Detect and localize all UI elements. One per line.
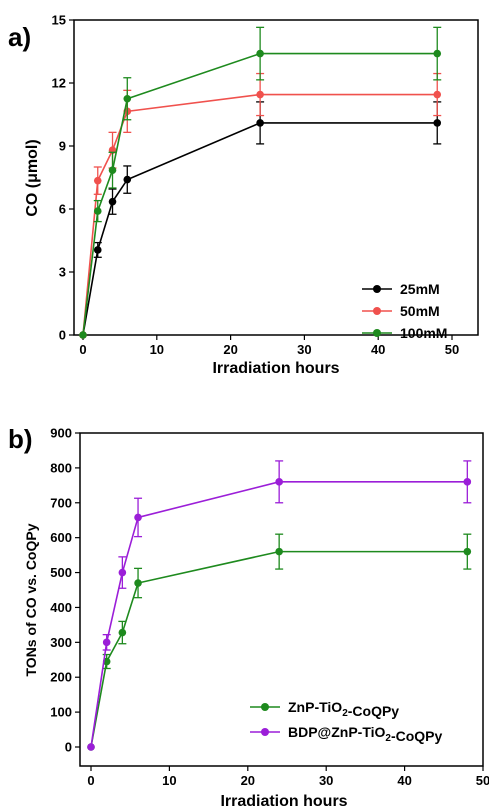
panel-a-xtick-label: 0 xyxy=(79,342,86,357)
data-point xyxy=(433,90,442,99)
panel-a-xlabel: Irradiation hours xyxy=(212,360,339,377)
panel-b-legend: ZnP-TiO2-CoQPy BDP@ZnP-TiO2-CoQPy xyxy=(250,699,443,744)
data-point xyxy=(118,568,127,577)
data-point xyxy=(79,331,87,339)
panel-b-ytick-label: 300 xyxy=(50,635,72,650)
data-point xyxy=(256,90,264,99)
panel-a-ytick-label: 9 xyxy=(59,139,66,154)
data-point xyxy=(93,176,102,185)
panel-a-xtick-label: 50 xyxy=(445,342,459,357)
data-point xyxy=(123,94,132,103)
legend-swatch-marker xyxy=(261,703,269,711)
panel-a-series xyxy=(79,26,442,339)
panel-a-series-0 xyxy=(79,101,442,339)
data-point xyxy=(123,175,132,184)
legend-label: BDP@ZnP-TiO2-CoQPy xyxy=(288,724,443,744)
panel-a-ytick-label: 0 xyxy=(59,328,66,343)
panel-b-series xyxy=(87,460,472,751)
legend-item: ZnP-TiO2-CoQPy xyxy=(250,699,399,719)
panel-b-ytick-label: 200 xyxy=(50,670,72,685)
legend-item: BDP@ZnP-TiO2-CoQPy xyxy=(250,724,443,744)
panel-b-series-0 xyxy=(87,533,472,751)
panel-a-xtick-label: 30 xyxy=(297,342,311,357)
data-point xyxy=(463,547,472,556)
panel-a-ytick-label: 15 xyxy=(52,13,66,28)
panel-b-ytick-label: 600 xyxy=(50,530,72,545)
panel-b-ytick-label: 400 xyxy=(50,600,72,615)
legend-item: 100mM xyxy=(362,325,447,341)
panel-b-ytick-label: 500 xyxy=(50,565,72,580)
panel-b-label: b) xyxy=(8,424,33,454)
panel-a-series-2 xyxy=(79,26,442,339)
series-line xyxy=(82,52,438,336)
data-point xyxy=(275,547,283,556)
series-line xyxy=(90,550,468,748)
legend-swatch-marker xyxy=(261,728,269,736)
panel-b-xtick-label: 50 xyxy=(476,773,489,788)
panel-a-xtick-label: 40 xyxy=(371,342,385,357)
panel-b-xtick-label: 20 xyxy=(241,773,255,788)
legend-item: 25mM xyxy=(362,281,440,297)
panel-b-ytick-label: 700 xyxy=(50,495,72,510)
panel-b-ytick-label: 100 xyxy=(50,705,72,720)
panel-a-series-1 xyxy=(79,72,442,339)
panel-b-ytick-label: 900 xyxy=(50,426,72,441)
data-point xyxy=(108,197,117,206)
panel-b-ytick-label: 0 xyxy=(65,740,72,755)
data-point xyxy=(87,743,95,751)
legend-label: 50mM xyxy=(400,303,440,319)
data-point xyxy=(108,166,117,174)
panel-a-ytick-label: 12 xyxy=(52,76,66,91)
panel-b-xtick-label: 0 xyxy=(87,773,94,788)
panel-b-xlabel: Irradiation hours xyxy=(220,793,347,810)
legend-label: 25mM xyxy=(400,281,440,297)
legend-swatch-marker xyxy=(373,285,381,293)
legend-label: ZnP-TiO2-CoQPy xyxy=(288,699,399,719)
data-point xyxy=(463,478,472,486)
data-point xyxy=(102,638,111,647)
panel-b-plot-frame xyxy=(79,432,484,767)
panel-a-plot-frame xyxy=(73,19,479,336)
panel-a-legend: 25mM 50mM 100mM xyxy=(362,281,447,341)
panel-a-ticks: 0 10 20 30 40 50 0 3 6 9 12 15 xyxy=(52,13,460,358)
data-point xyxy=(433,119,442,127)
legend-swatch-marker xyxy=(373,307,381,315)
legend-label: 100mM xyxy=(400,325,447,341)
panel-a-ytick-label: 6 xyxy=(59,202,66,217)
panel-b-ylabel: TONs of CO vs. CoQPy xyxy=(23,523,39,676)
panel-a-label: a) xyxy=(8,22,31,52)
panel-a-xtick-label: 20 xyxy=(223,342,237,357)
panel-b-xtick-label: 30 xyxy=(319,773,333,788)
data-point xyxy=(256,49,264,58)
data-point xyxy=(134,513,142,522)
data-point xyxy=(134,579,142,587)
legend-item: 50mM xyxy=(362,303,440,319)
data-point xyxy=(275,478,283,486)
panel-a-ytick-label: 3 xyxy=(59,265,66,280)
panel-b-xtick-label: 10 xyxy=(162,773,176,788)
data-point xyxy=(93,246,102,254)
panel-b-series-1 xyxy=(87,460,472,751)
data-point xyxy=(433,49,442,58)
data-point xyxy=(256,119,264,127)
panel-a-ylabel: CO (μmol) xyxy=(24,139,41,216)
panel-b-xtick-label: 40 xyxy=(397,773,411,788)
data-point xyxy=(93,207,102,215)
series-line xyxy=(90,481,468,748)
legend-swatch-marker xyxy=(373,329,381,337)
panel-a-xtick-label: 10 xyxy=(150,342,164,357)
panel-b-ytick-label: 800 xyxy=(50,460,72,475)
panel-b: b) 0 10 20 30 40 5001002003004005006007008009… xyxy=(8,424,489,810)
series-line xyxy=(82,122,438,336)
data-point xyxy=(118,628,127,637)
panel-a: a) 0 10 20 30 40 50 0 3 6 9 12 15 Irradiation hours… xyxy=(8,13,479,377)
